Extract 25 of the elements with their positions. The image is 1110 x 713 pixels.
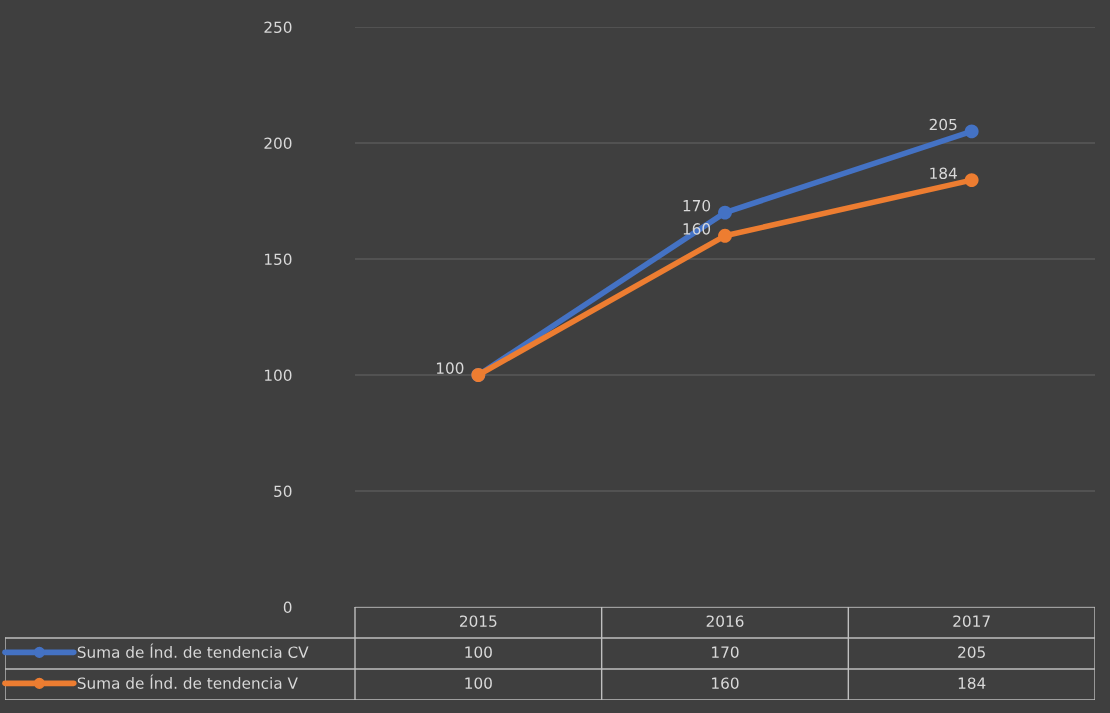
legend-label: Suma de Índ. de tendencia V: [77, 674, 298, 689]
data-label: 205: [958, 646, 985, 658]
data-label: 184: [958, 677, 986, 689]
data-label: 170: [712, 646, 739, 658]
x-tick-label: 2015: [460, 615, 497, 627]
x-tick-label: 2016: [706, 615, 744, 627]
y-tick-label: 0: [283, 601, 292, 614]
y-tick-label: 200: [264, 137, 292, 150]
annotation: 184: [930, 167, 957, 179]
y-tick-label: 100: [265, 369, 292, 382]
annotation: 205: [929, 118, 957, 131]
point: [718, 228, 732, 243]
annotation: 170: [683, 199, 711, 212]
point: [964, 124, 979, 139]
y-tick-label: 150: [265, 253, 292, 266]
y-tick-label: 250: [264, 21, 292, 34]
point: [718, 205, 732, 220]
annotation: 100: [436, 362, 464, 374]
x-tick-label: 2017: [953, 615, 990, 627]
data-label: 100: [465, 646, 492, 658]
point: [964, 173, 979, 188]
legend-label: Suma de Índ. de tendencia CV: [77, 643, 309, 658]
y-tick-label: 50: [274, 485, 292, 498]
data-label: 100: [465, 677, 492, 689]
data-label: 160: [712, 677, 739, 689]
